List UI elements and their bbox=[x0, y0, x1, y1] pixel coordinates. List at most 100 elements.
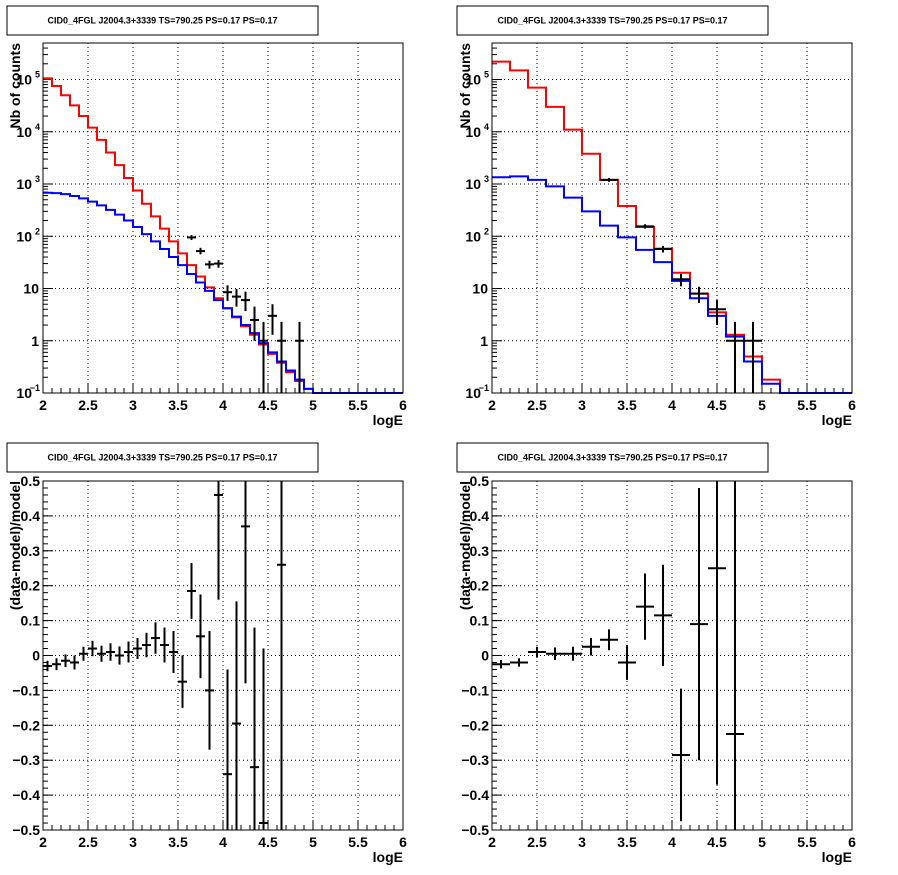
chart-title-box bbox=[6, 5, 319, 36]
y-tick-label: 0 bbox=[481, 648, 489, 664]
x-tick-label: 3.5 bbox=[168, 834, 188, 850]
x-tick-label: 2.5 bbox=[78, 834, 98, 850]
data-point bbox=[232, 601, 241, 830]
x-tick-label: 3 bbox=[129, 397, 137, 413]
y-axis-label: Nb of counts bbox=[457, 43, 473, 129]
x-tick-label: 2 bbox=[39, 834, 47, 850]
x-tick-label: 5 bbox=[309, 834, 317, 850]
data-point bbox=[250, 627, 259, 830]
data-point bbox=[88, 640, 97, 657]
y-tick-label: −0.4 bbox=[12, 787, 40, 803]
data-point bbox=[151, 622, 160, 654]
x-tick-label: 3 bbox=[129, 834, 137, 850]
y-tick-exponent: 5 bbox=[484, 70, 489, 80]
data-point bbox=[142, 632, 151, 658]
y-tick-label: 10 bbox=[16, 124, 32, 140]
data-point bbox=[295, 321, 304, 393]
x-tick-label: 5.5 bbox=[797, 397, 817, 413]
data-point bbox=[178, 655, 187, 708]
x-tick-label: 4.5 bbox=[707, 397, 727, 413]
y-tick-exponent: −1 bbox=[479, 383, 489, 393]
y-tick-label: 10 bbox=[16, 228, 32, 244]
data-point bbox=[169, 631, 178, 673]
y-tick-label: 10 bbox=[465, 176, 481, 192]
chart-panel-2: CID0_4FGL J2004.3+3339 TS=790.25 PS=0.17… bbox=[456, 5, 856, 428]
data-point bbox=[582, 638, 600, 656]
x-tick-label: 2 bbox=[488, 834, 496, 850]
x-tick-label: 5.5 bbox=[797, 834, 817, 850]
chart-title-box bbox=[456, 5, 769, 36]
data-point bbox=[654, 246, 672, 253]
data-point bbox=[214, 260, 223, 268]
y-tick-label: −0.3 bbox=[461, 752, 489, 768]
plot-frame bbox=[42, 480, 404, 831]
chart-panel-3: CID0_4FGL J2004.3+3339 TS=790.25 PS=0.17… bbox=[6, 442, 407, 865]
x-tick-label: 6 bbox=[848, 834, 856, 850]
x-tick-label: 4.5 bbox=[258, 397, 278, 413]
y-tick-exponent: −1 bbox=[30, 383, 40, 393]
data-point bbox=[106, 643, 115, 661]
data-point bbox=[232, 288, 241, 307]
data-point bbox=[43, 660, 52, 672]
y-tick-label: −0.1 bbox=[461, 682, 489, 698]
chart-title: CID0_4FGL J2004.3+3339 TS=790.25 PS=0.17… bbox=[47, 16, 277, 26]
x-tick-label: 4.5 bbox=[707, 834, 727, 850]
x-tick-label: 5 bbox=[758, 834, 766, 850]
data-point bbox=[223, 669, 232, 830]
x-tick-label: 2 bbox=[488, 397, 496, 413]
histogram-series-2 bbox=[43, 191, 403, 394]
data-point bbox=[528, 646, 546, 658]
data-point bbox=[708, 300, 726, 326]
y-tick-label: 0.2 bbox=[21, 578, 41, 594]
y-tick-label: 10 bbox=[16, 72, 32, 88]
y-tick-label: 1 bbox=[31, 333, 39, 349]
data-point bbox=[600, 178, 618, 182]
x-tick-label: 4 bbox=[668, 397, 676, 413]
data-point bbox=[690, 286, 708, 303]
y-tick-label: 0.1 bbox=[470, 613, 490, 629]
data-point bbox=[241, 481, 250, 684]
data-point bbox=[708, 481, 726, 785]
plot-frame bbox=[491, 42, 853, 394]
data-point bbox=[618, 645, 636, 680]
data-point bbox=[268, 304, 277, 335]
x-tick-label: 2.5 bbox=[78, 397, 98, 413]
y-tick-label: 10 bbox=[465, 228, 481, 244]
x-tick-label: 4 bbox=[668, 834, 676, 850]
x-tick-label: 3 bbox=[578, 834, 586, 850]
data-point bbox=[636, 573, 654, 640]
data-point bbox=[196, 247, 205, 255]
x-tick-label: 2.5 bbox=[527, 397, 547, 413]
x-tick-label: 5 bbox=[309, 397, 317, 413]
data-point bbox=[492, 660, 510, 669]
y-tick-label: −0.3 bbox=[12, 752, 40, 768]
data-point bbox=[241, 291, 250, 312]
x-axis-label: logE bbox=[822, 849, 852, 865]
data-point bbox=[187, 235, 196, 240]
y-tick-label: 0.2 bbox=[470, 578, 490, 594]
x-tick-label: 6 bbox=[399, 397, 407, 413]
x-tick-label: 4 bbox=[219, 397, 227, 413]
data-point bbox=[726, 321, 744, 393]
data-point bbox=[52, 658, 61, 671]
x-tick-label: 3.5 bbox=[168, 397, 188, 413]
y-tick-label: 0.4 bbox=[21, 508, 41, 524]
data-point bbox=[654, 564, 672, 666]
data-point bbox=[259, 648, 268, 830]
chart-panel-4: CID0_4FGL J2004.3+3339 TS=790.25 PS=0.17… bbox=[456, 442, 856, 865]
y-tick-label: 10 bbox=[472, 281, 488, 297]
plot-frame bbox=[42, 42, 404, 394]
x-tick-label: 3.5 bbox=[617, 834, 637, 850]
x-tick-label: 2 bbox=[39, 397, 47, 413]
data-point bbox=[205, 260, 214, 269]
x-tick-label: 4 bbox=[219, 834, 227, 850]
data-point bbox=[223, 285, 232, 301]
data-point bbox=[196, 594, 205, 679]
chart-title: CID0_4FGL J2004.3+3339 TS=790.25 PS=0.17… bbox=[497, 16, 727, 26]
y-tick-label: 0 bbox=[32, 648, 40, 664]
data-point bbox=[259, 321, 268, 393]
data-point bbox=[214, 481, 223, 600]
x-tick-label: 2.5 bbox=[527, 834, 547, 850]
chart-title: CID0_4FGL J2004.3+3339 TS=790.25 PS=0.17… bbox=[497, 453, 727, 463]
